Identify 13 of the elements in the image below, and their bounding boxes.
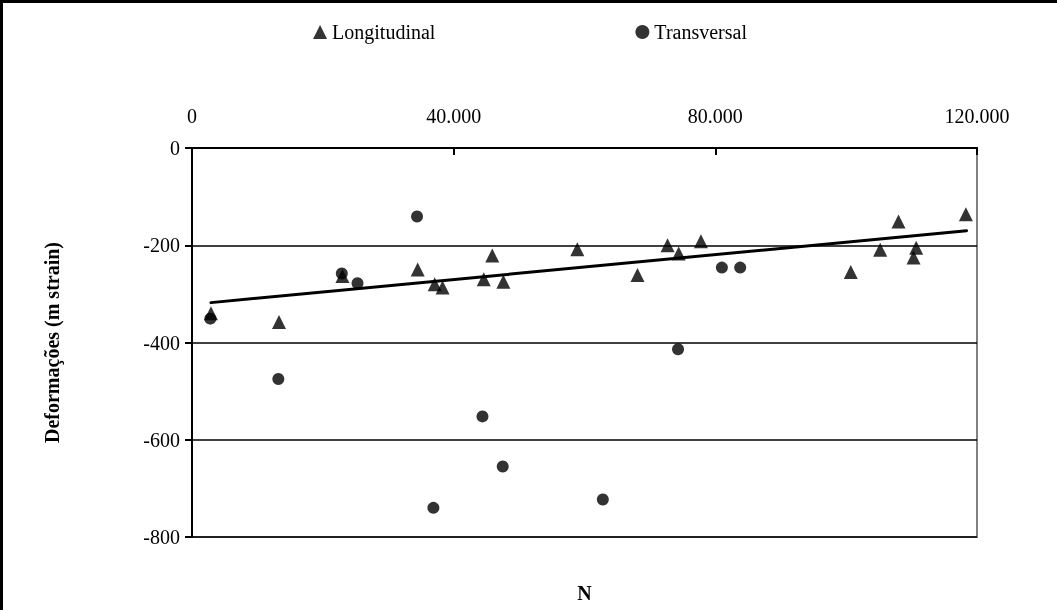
y-tick-label: -800 (143, 526, 180, 548)
x-tick-label: 0 (187, 105, 197, 127)
legend-label: Transversal (654, 21, 748, 43)
y-tick-label: -600 (143, 428, 180, 451)
legend-label: Longitudinal (332, 21, 436, 44)
y-tick-label: 0 (170, 137, 180, 159)
y-tick-label: -400 (143, 331, 180, 354)
y-tick-label: -200 (143, 234, 180, 257)
x-axis-title: N (577, 582, 593, 604)
y-axis-title: Deformações (m strain) (41, 241, 64, 444)
x-tick-label: 120.000 (944, 105, 1010, 127)
x-tick-label: 80.000 (687, 105, 743, 127)
x-tick-label: 40.000 (426, 105, 482, 127)
